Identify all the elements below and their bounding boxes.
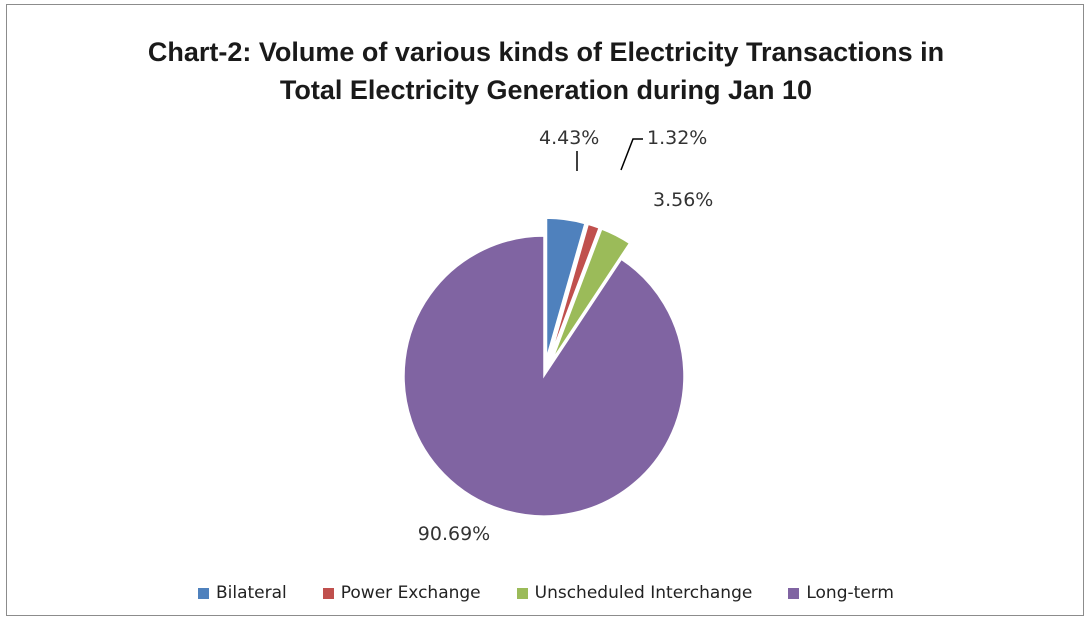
legend-item-bilateral: Bilateral bbox=[197, 583, 287, 603]
legend-swatch-unscheduled-interchange bbox=[516, 587, 528, 599]
pie-slice-power-exchange bbox=[548, 223, 601, 360]
legend-swatch-power-exchange bbox=[322, 587, 334, 599]
legend-label-power-exchange: Power Exchange bbox=[340, 583, 481, 603]
legend-item-long-term: Long-term bbox=[788, 583, 894, 603]
legend-item-power-exchange: Power Exchange bbox=[322, 583, 481, 603]
data-label-unscheduled-interchange: 3.56% bbox=[653, 189, 713, 211]
legend-item-unscheduled-interchange: Unscheduled Interchange bbox=[516, 583, 753, 603]
pie-slice-unscheduled-interchange bbox=[551, 228, 631, 361]
chart-legend: Bilateral Power Exchange Unscheduled Int… bbox=[7, 583, 1085, 603]
data-label-long-term: 90.69% bbox=[418, 523, 490, 545]
chart-title-line-1: Chart-2: Volume of various kinds of Elec… bbox=[147, 37, 945, 67]
chart-area: Chart-2: Volume of various kinds of Elec… bbox=[6, 4, 1084, 616]
legend-label-unscheduled-interchange: Unscheduled Interchange bbox=[534, 583, 753, 603]
pie-slice-long-term bbox=[403, 235, 685, 517]
leader-line-power-exchange bbox=[620, 138, 643, 171]
data-label-power-exchange: 1.32% bbox=[647, 127, 707, 149]
legend-swatch-bilateral bbox=[197, 587, 209, 599]
chart-title: Chart-2: Volume of various kinds of Elec… bbox=[7, 33, 1085, 109]
data-label-bilateral: 4.43% bbox=[539, 127, 599, 149]
pie-chart: 4.43% 1.32% 3.56% 90.69% bbox=[403, 127, 713, 545]
pie-slice-bilateral bbox=[545, 217, 586, 359]
legend-label-long-term: Long-term bbox=[806, 583, 894, 603]
legend-swatch-long-term bbox=[788, 587, 800, 599]
chart-title-line-2: Total Electricity Generation during Jan … bbox=[279, 75, 813, 105]
legend-label-bilateral: Bilateral bbox=[215, 583, 287, 603]
